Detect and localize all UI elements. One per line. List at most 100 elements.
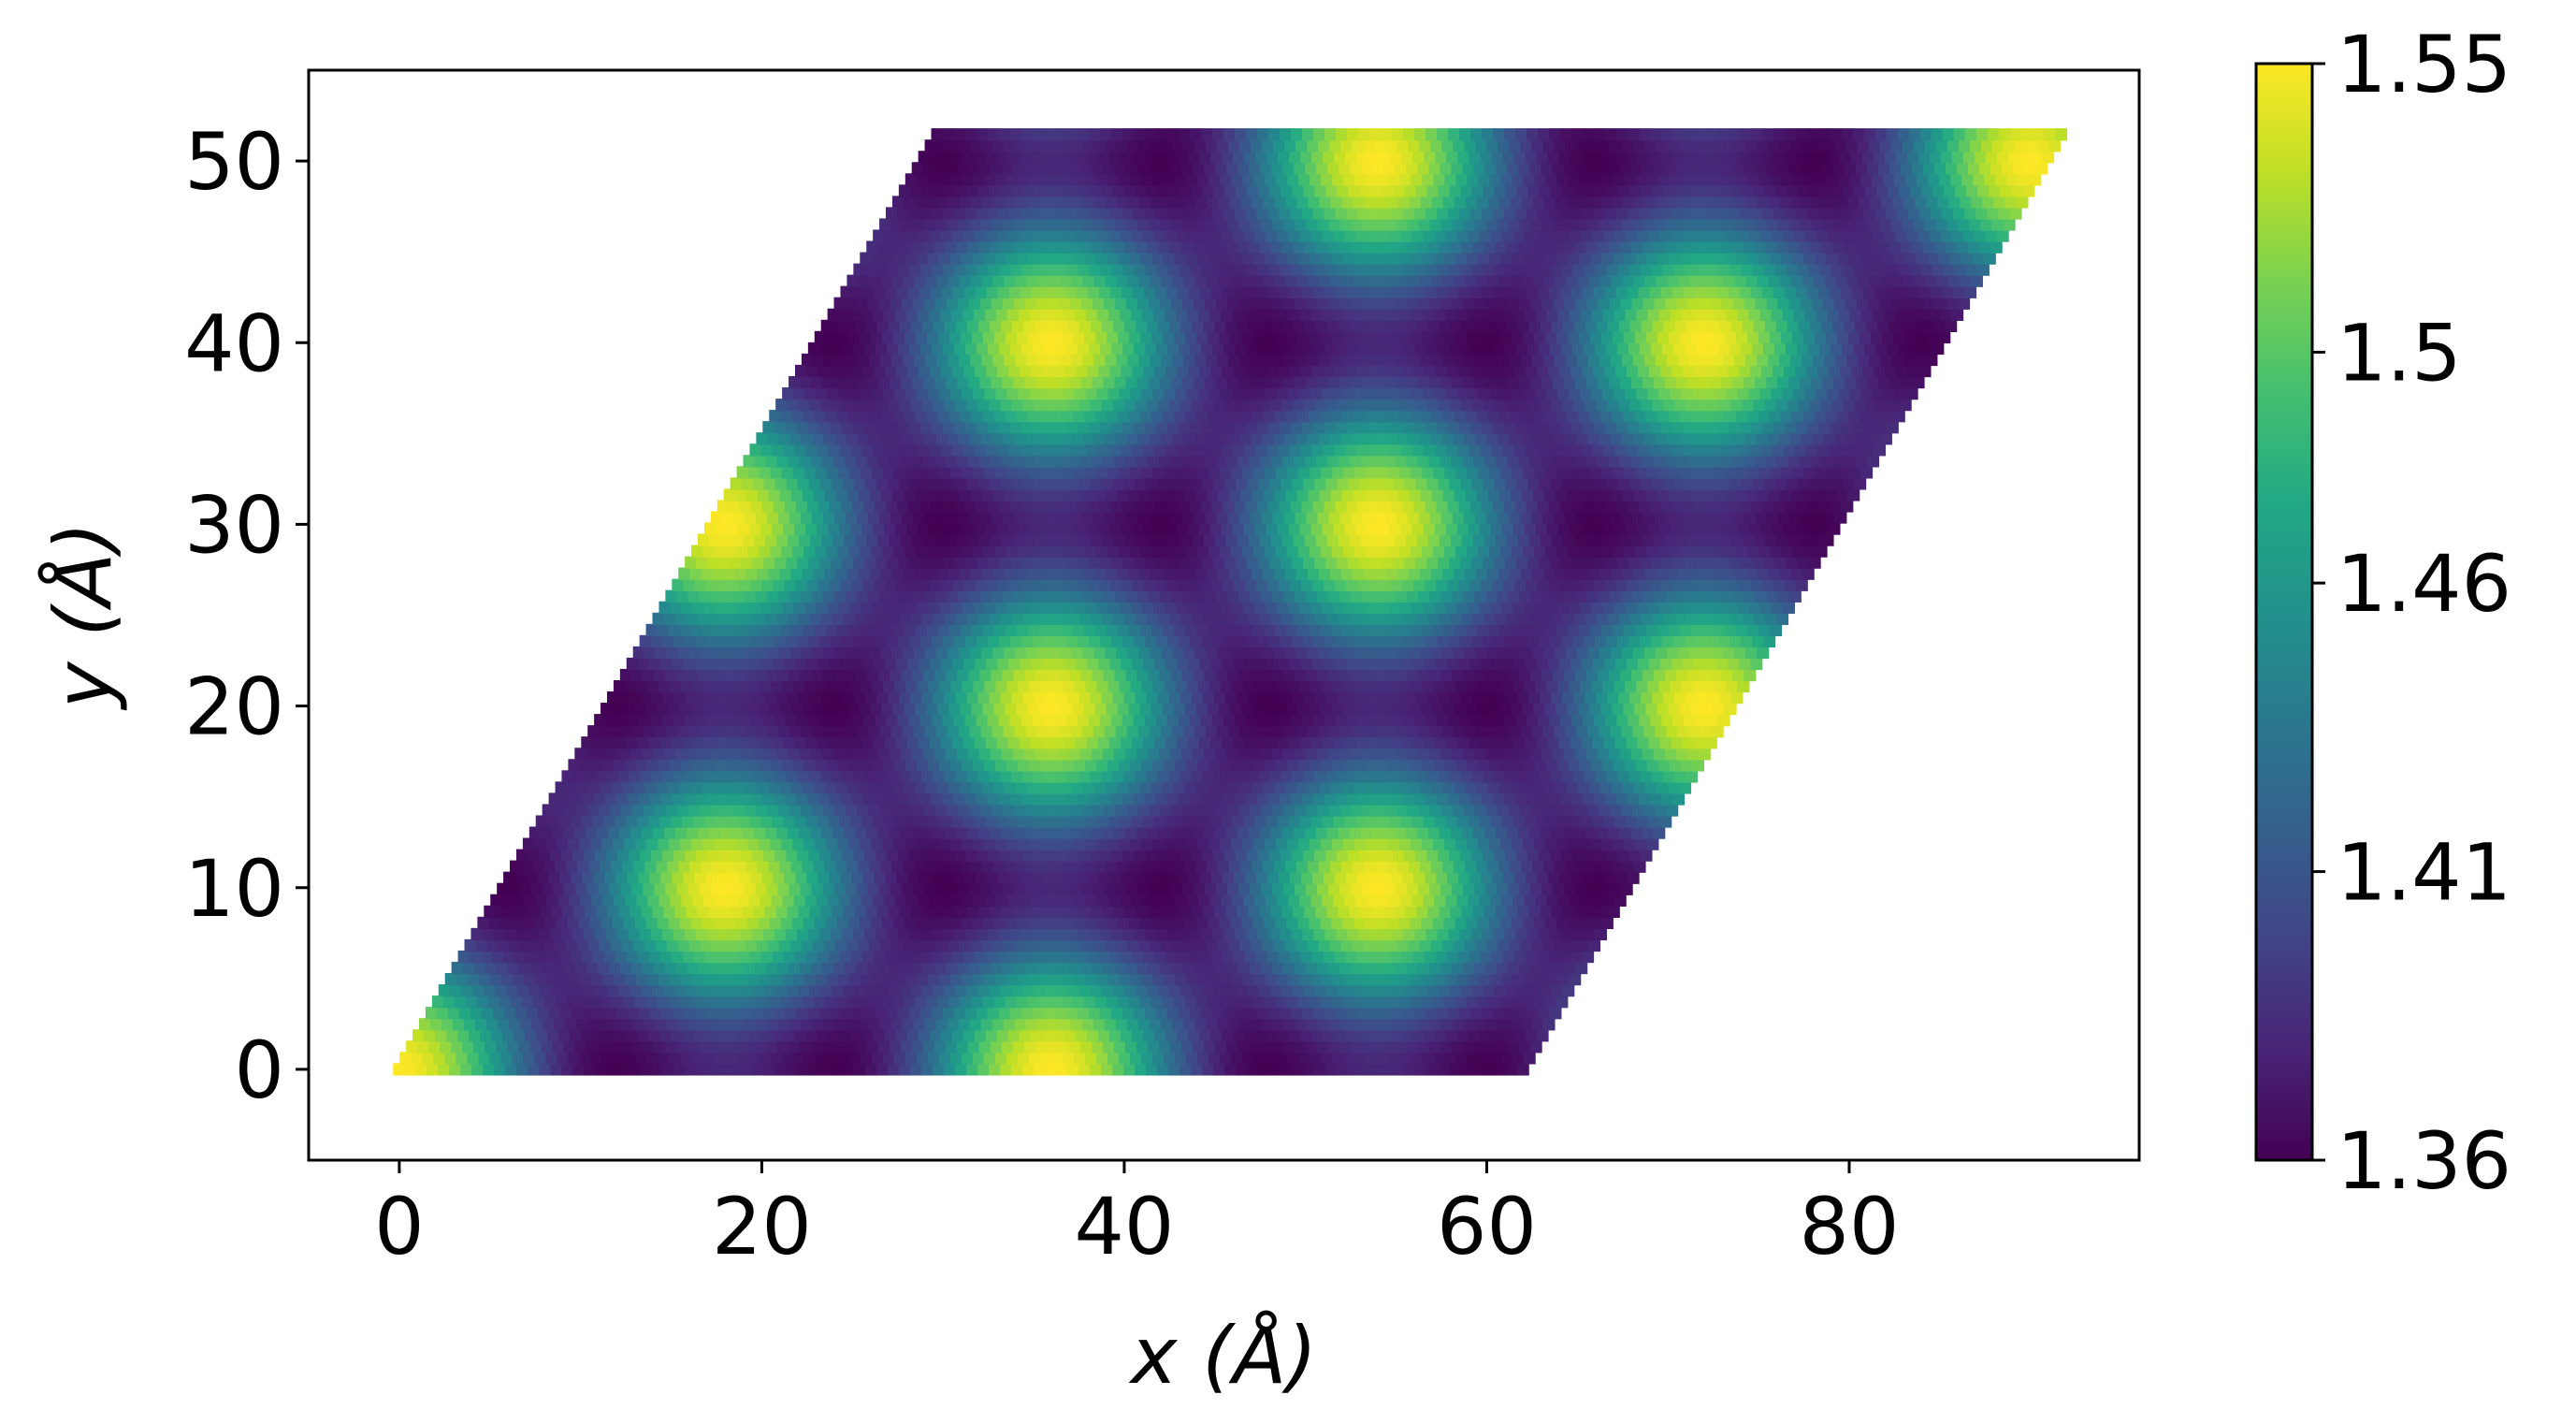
heatmap-cell (1236, 1063, 1249, 1076)
heatmap-cell (1405, 905, 1418, 918)
heatmap-cell (899, 984, 912, 997)
heatmap-cell (808, 1063, 821, 1076)
heatmap-cell (1462, 1040, 1475, 1053)
heatmap-cell (1035, 1040, 1049, 1053)
heatmap-cell (1537, 871, 1550, 884)
heatmap-cell (1473, 961, 1487, 975)
heatmap-cell (1520, 646, 1533, 660)
heatmap-cell (1123, 770, 1136, 783)
heatmap-cell (1219, 916, 1232, 930)
heatmap-cell (1498, 938, 1511, 952)
heatmap-cell (644, 860, 658, 873)
heatmap-cell (581, 950, 594, 964)
heatmap-cell (800, 589, 813, 603)
heatmap-cell (1609, 882, 1622, 895)
heatmap-cell (1684, 634, 1698, 648)
heatmap-cell (871, 759, 884, 772)
heatmap-cell (1266, 815, 1279, 828)
heatmap-cell (1318, 725, 1331, 738)
heatmap-cell (1222, 657, 1235, 671)
heatmap-cell (1213, 1063, 1226, 1076)
heatmap-cell (949, 1052, 963, 1065)
heatmap-cell (480, 950, 493, 964)
heatmap-cell (1571, 927, 1585, 941)
heatmap-cell (696, 556, 709, 569)
heatmap-cell (1129, 837, 1142, 850)
heatmap-cell (1805, 522, 1818, 535)
heatmap-cell (766, 804, 780, 817)
heatmap-cell (1459, 634, 1472, 648)
heatmap-cell (1230, 837, 1243, 850)
heatmap-cell (1431, 860, 1444, 873)
heatmap-cell (470, 1007, 484, 1020)
heatmap-cell (941, 871, 954, 884)
heatmap-cell (1383, 1040, 1397, 1053)
heatmap-cell (897, 634, 911, 648)
heatmap-cell (1681, 679, 1694, 693)
heatmap-cell (1117, 995, 1130, 1009)
heatmap-cell (1601, 759, 1614, 772)
heatmap-cell (698, 961, 712, 975)
heatmap-cell (1370, 1063, 1383, 1076)
heatmap-cell (1341, 995, 1355, 1009)
heatmap-cell (1287, 972, 1300, 986)
heatmap-cell (1248, 612, 1261, 626)
heatmap-cell (776, 533, 789, 546)
heatmap-cell (1166, 1007, 1180, 1020)
heatmap-cell (502, 1029, 515, 1042)
heatmap-cell (1194, 567, 1208, 580)
heatmap-cell (1016, 995, 1029, 1009)
heatmap-cell (1171, 725, 1185, 738)
heatmap-cell (1419, 1018, 1432, 1031)
heatmap-cell (906, 815, 919, 828)
heatmap-cell (1261, 1018, 1275, 1031)
heatmap-cell (586, 1040, 599, 1053)
heatmap-cell (1180, 905, 1194, 918)
heatmap-cell (800, 882, 813, 895)
heatmap-cell (1460, 984, 1474, 997)
heatmap-cell (543, 938, 556, 952)
heatmap-cell (1526, 792, 1539, 806)
heatmap-cell (677, 1018, 690, 1031)
heatmap-cell (882, 837, 895, 850)
heatmap-cell (833, 668, 847, 682)
heatmap-cell (1142, 1029, 1156, 1042)
heatmap-cell (1010, 927, 1023, 941)
heatmap-cell (755, 961, 768, 975)
heatmap-cell (1580, 894, 1593, 907)
heatmap-cell (794, 1029, 807, 1042)
heatmap-cell (1492, 792, 1505, 806)
heatmap-cell (1191, 984, 1204, 997)
heatmap-cell (1745, 646, 1758, 660)
heatmap-cell (1350, 961, 1363, 975)
heatmap-cell (1449, 770, 1462, 783)
heatmap-cell (1115, 1018, 1129, 1031)
heatmap-cell (1615, 871, 1628, 884)
heatmap-cell (1437, 634, 1450, 648)
heatmap-cell (1644, 567, 1657, 580)
heatmap-cell (1401, 950, 1414, 964)
heatmap-cell (1178, 792, 1191, 806)
heatmap-cell (1464, 646, 1477, 660)
heatmap-cell (1140, 623, 1153, 637)
heatmap-cell (535, 894, 548, 907)
heatmap-cell (573, 905, 586, 918)
heatmap-cell (995, 679, 1008, 693)
heatmap-cell (1431, 567, 1444, 580)
heatmap-cell (1085, 894, 1099, 907)
heatmap-cell (864, 1063, 878, 1076)
heatmap-cell (1795, 578, 1808, 591)
heatmap-cell (1443, 703, 1456, 716)
heatmap-cell (1515, 634, 1528, 648)
heatmap-cell (1540, 691, 1553, 705)
heatmap-cell (1373, 589, 1386, 603)
heatmap-cell (1738, 522, 1751, 535)
heatmap-cell (959, 567, 972, 580)
heatmap-cell (688, 1018, 702, 1031)
heatmap-cell (1142, 736, 1156, 749)
heatmap-cell (1528, 984, 1541, 997)
heatmap-cell (905, 894, 919, 907)
heatmap-cell (1367, 894, 1380, 907)
heatmap-cell (1578, 916, 1591, 930)
heatmap-cell (671, 950, 685, 964)
